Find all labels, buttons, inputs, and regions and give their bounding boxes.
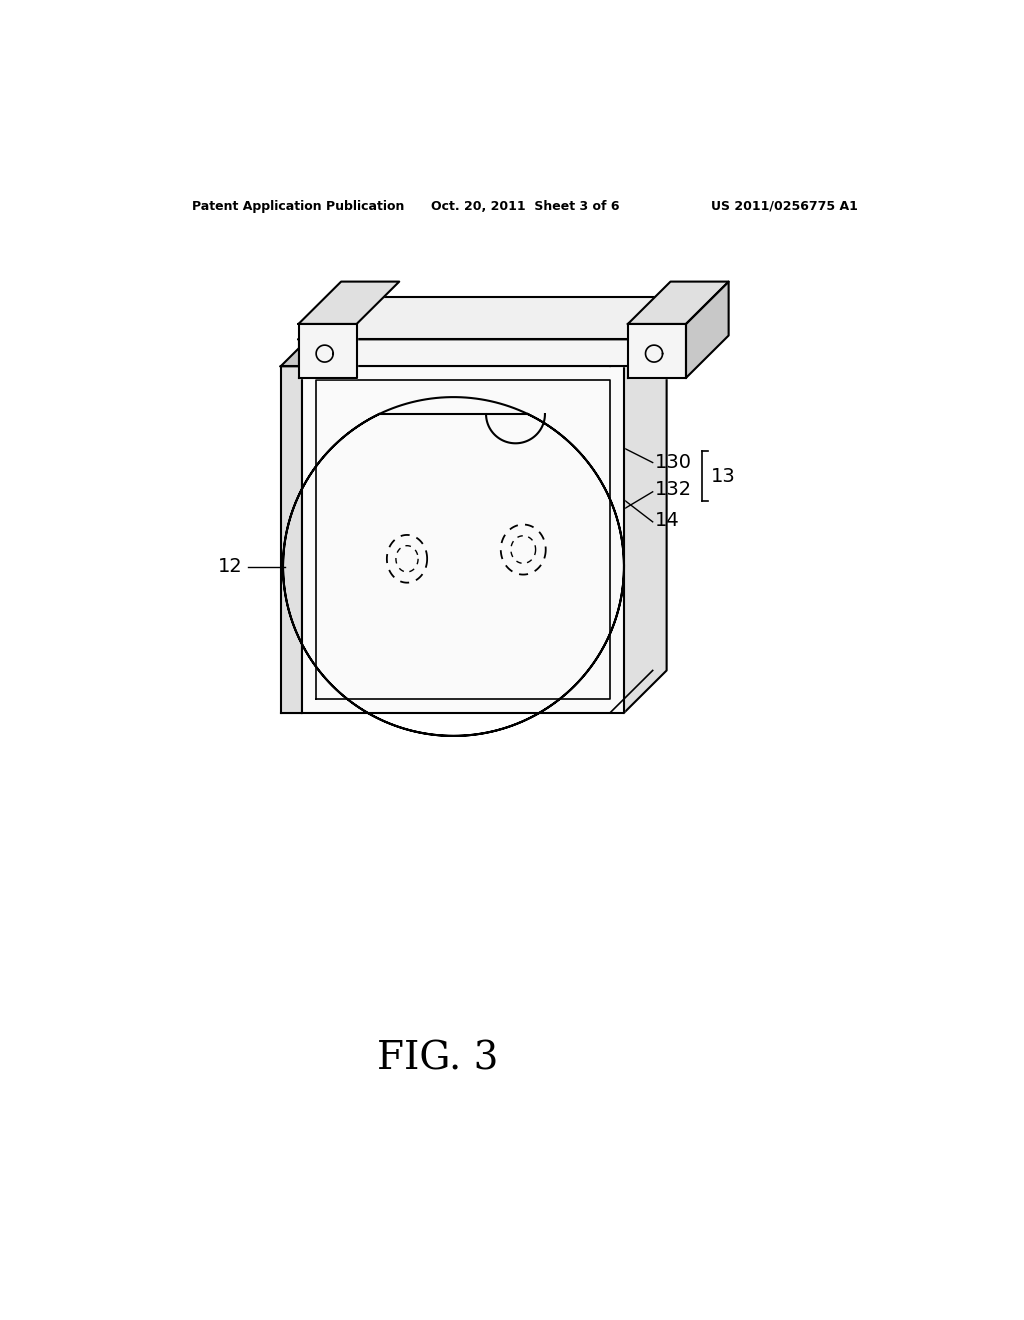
Text: 12: 12: [218, 557, 243, 576]
Text: 160: 160: [314, 296, 374, 331]
Polygon shape: [302, 323, 667, 367]
Polygon shape: [299, 281, 399, 323]
Text: 16: 16: [364, 310, 413, 330]
Polygon shape: [628, 281, 729, 323]
Text: 14: 14: [655, 511, 680, 529]
Polygon shape: [628, 323, 686, 378]
Polygon shape: [281, 367, 302, 713]
Polygon shape: [299, 339, 640, 367]
Polygon shape: [302, 367, 624, 713]
Text: Patent Application Publication: Patent Application Publication: [191, 199, 403, 213]
Polygon shape: [624, 323, 667, 713]
Polygon shape: [686, 281, 729, 378]
Polygon shape: [281, 323, 345, 367]
Polygon shape: [299, 323, 356, 378]
Text: US 2011/0256775 A1: US 2011/0256775 A1: [712, 199, 858, 213]
Text: Oct. 20, 2011  Sheet 3 of 6: Oct. 20, 2011 Sheet 3 of 6: [430, 199, 620, 213]
Text: 132: 132: [655, 480, 692, 499]
Polygon shape: [299, 297, 682, 339]
Text: 13: 13: [711, 466, 735, 486]
Text: FIG. 3: FIG. 3: [377, 1040, 499, 1078]
Text: 130: 130: [655, 453, 692, 473]
Polygon shape: [640, 297, 682, 367]
